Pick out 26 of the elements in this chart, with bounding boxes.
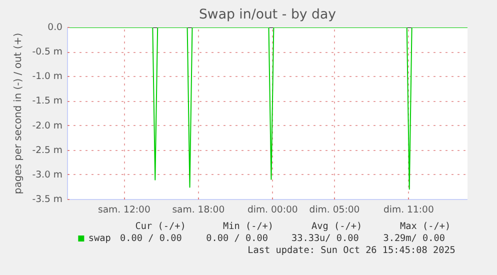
chart-title: Swap in/out - by day [198, 8, 336, 22]
y-tick-label: -2.0 m [32, 120, 63, 132]
x-tick-label: dim. 00:00 [247, 204, 298, 216]
y-tick-label: -3.0 m [32, 169, 63, 180]
text: Max (-/+) [400, 221, 451, 232]
text: Avg (-/+) [312, 221, 362, 232]
y-tick-label: 0.0 [48, 22, 63, 33]
text: 33.33u/ 0.00 [291, 233, 360, 244]
y-axis-title: pages per second in (-) / out (+) [13, 32, 24, 194]
y-tick-label: -1.5 m [32, 96, 63, 107]
x-tick-label: dim. 11:00 [384, 204, 434, 216]
text: 3.29m/ 0.00 [383, 233, 446, 244]
line-series [68, 28, 468, 190]
y-tick-label: -2.5 m [32, 144, 63, 156]
y-tick-label: -1.0 m [32, 71, 63, 82]
text: Cur (-/+) [135, 221, 186, 232]
x-tick-label: dim. 05:00 [309, 204, 360, 216]
text: Last update: Sun Oct 26 15:45:08 2025 [248, 245, 456, 256]
y-tick-label: -3.5 m [32, 194, 63, 205]
text: 0.00 / 0.00 [120, 233, 182, 244]
x-tick-label: sam. 18:00 [172, 204, 225, 216]
text: Min (-/+) [222, 221, 274, 232]
text: 0.00 / 0.00 [206, 233, 268, 244]
y-tick-label: -0.5 m [32, 46, 63, 58]
legend-label: swap [88, 233, 112, 244]
x-tick-label: sam. 12:00 [98, 204, 151, 216]
